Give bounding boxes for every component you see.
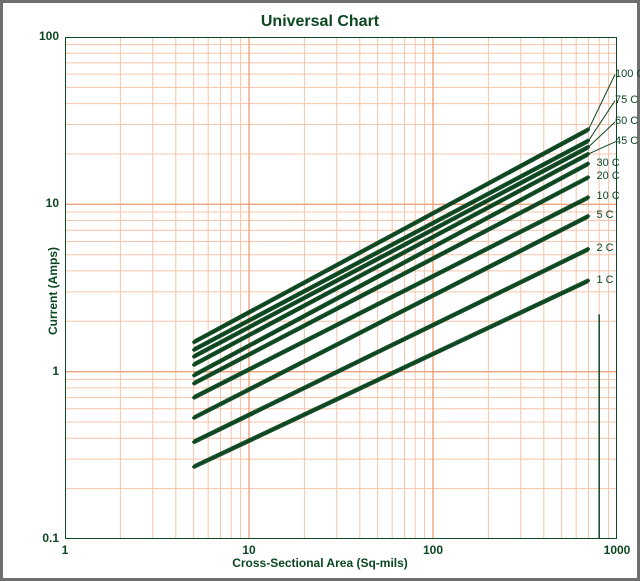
curve-label: 30 C [596, 157, 619, 169]
y-axis-label: Current (Amps) [46, 246, 60, 334]
curve-label: 20 C [596, 170, 619, 182]
x-axis-label: Cross-Sectional Area (Sq-mils) [3, 556, 637, 570]
chart-title: Universal Chart [3, 13, 637, 31]
x-tick-label: 10 [242, 543, 255, 557]
x-tick-label: 100 [423, 543, 443, 557]
y-tick-label: 1 [52, 364, 59, 378]
curve-label: 60 C [615, 115, 638, 127]
x-tick-label: 1000 [604, 543, 631, 557]
curve-label: 10 C [596, 190, 619, 202]
y-tick-label: 0.1 [42, 531, 59, 545]
curve-label: 45 C [615, 135, 638, 147]
curve-label: 1 C [596, 274, 613, 286]
plot-area [65, 37, 617, 539]
y-tick-label: 10 [46, 196, 59, 210]
x-tick-label: 1 [62, 543, 69, 557]
curve-label: 75 C [615, 94, 638, 106]
curve-label: 5 C [596, 209, 613, 221]
y-tick-label: 100 [39, 29, 59, 43]
curve-label: 100 C [615, 68, 640, 80]
chart-frame: Universal Chart Current (Amps) Cross-Sec… [3, 3, 637, 578]
curve-label: 2 C [596, 242, 613, 254]
